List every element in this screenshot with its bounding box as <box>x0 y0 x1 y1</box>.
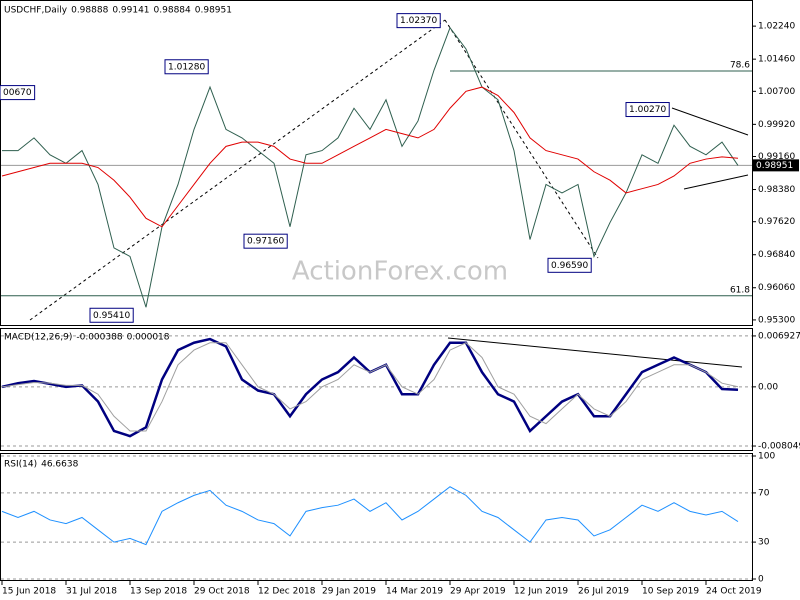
series-line <box>2 26 739 308</box>
x-tick-label: 14 Mar 2019 <box>386 587 443 597</box>
triangle-line <box>671 107 749 136</box>
x-tick-label: 31 Jul 2018 <box>66 587 117 597</box>
header-value: 0.99141 <box>112 6 149 16</box>
y-tick-label: 1.01460 <box>758 55 795 65</box>
price-annotation-box <box>89 307 134 323</box>
macd-trendline <box>447 337 743 368</box>
y-tick-label: 100 <box>758 452 775 462</box>
current-price-box <box>753 159 799 172</box>
fib-label: 78.6 <box>730 61 750 71</box>
y-tick-label: 0 <box>758 575 764 585</box>
price-annotation-box <box>625 102 670 118</box>
panel-title: USDCHF,Daily <box>4 6 68 16</box>
panel-title: RSI(14) <box>4 460 37 470</box>
x-tick-label: 29 Apr 2019 <box>450 587 506 597</box>
price-annotation: 0.96590 <box>551 261 588 271</box>
y-tick-label: 0.97620 <box>758 217 795 227</box>
series-line <box>1 342 739 432</box>
y-tick-label: 0.00 <box>758 382 778 392</box>
price-annotation-box <box>164 59 209 75</box>
panel-title: MACD(12,26,9) <box>4 333 72 343</box>
y-tick-label: 0.99160 <box>758 152 795 162</box>
price-annotation: 0.97160 <box>247 237 284 247</box>
header-value: 46.6638 <box>41 460 78 470</box>
x-tick-label: 26 Jul 2019 <box>578 587 629 597</box>
header-value: 0.98884 <box>154 6 191 16</box>
x-tick-label: 13 Sep 2018 <box>130 587 187 597</box>
price-annotation-box <box>396 13 441 29</box>
x-tick-label: 12 Dec 2018 <box>258 587 316 597</box>
y-tick-label: 1.00700 <box>758 87 795 97</box>
price-annotation: 1.01280 <box>168 62 205 72</box>
series-line <box>1 86 739 228</box>
y-tick-label: 70 <box>758 488 770 498</box>
y-tick-label: 0.98380 <box>758 185 795 195</box>
y-tick-label: 0.99920 <box>758 120 795 130</box>
trendline <box>444 19 599 259</box>
watermark: ActionForex.com <box>292 257 508 287</box>
x-tick-label: 29 Jan 2019 <box>322 587 376 597</box>
trendline <box>29 19 446 321</box>
price-annotation: 1.00270 <box>629 105 666 115</box>
triangle-line <box>683 174 749 190</box>
header-value: 0.98888 <box>71 6 108 16</box>
y-tick-label: 0.96060 <box>758 283 795 293</box>
header-value: 0.000018 <box>127 333 170 343</box>
y-tick-label: -0.008049 <box>758 442 800 452</box>
x-tick-label: 10 Sep 2019 <box>642 587 699 597</box>
price-annotation-box <box>243 233 288 249</box>
y-tick-label: 1.02240 <box>758 22 795 32</box>
price-panel <box>0 0 753 326</box>
header-value: 0.98951 <box>195 6 232 16</box>
price-annotation: 1.02370 <box>400 16 437 26</box>
price-annotation: 0.95410 <box>93 311 130 321</box>
x-tick-label: 15 Jun 2018 <box>2 587 56 597</box>
price-annotation-box <box>0 85 36 101</box>
fib-label: 61.8 <box>730 285 750 295</box>
current-price-label: 0.98951 <box>756 161 793 171</box>
y-tick-label: 0.96840 <box>758 250 795 260</box>
header-value: -0.000388 <box>76 333 122 343</box>
price-annotation-box <box>547 257 592 273</box>
series-line <box>1 337 739 438</box>
y-tick-label: 0.006927 <box>758 331 800 341</box>
x-tick-label: 24 Oct 2019 <box>706 587 762 597</box>
series-line <box>1 486 739 546</box>
x-tick-label: 12 Jun 2019 <box>514 587 568 597</box>
price-annotation: 00670 <box>3 88 32 98</box>
y-tick-label: 0.95300 <box>758 315 795 325</box>
rsi-panel <box>0 453 753 581</box>
y-tick-label: 30 <box>758 538 770 548</box>
macd-panel <box>0 328 753 451</box>
x-tick-label: 29 Oct 2018 <box>194 587 250 597</box>
